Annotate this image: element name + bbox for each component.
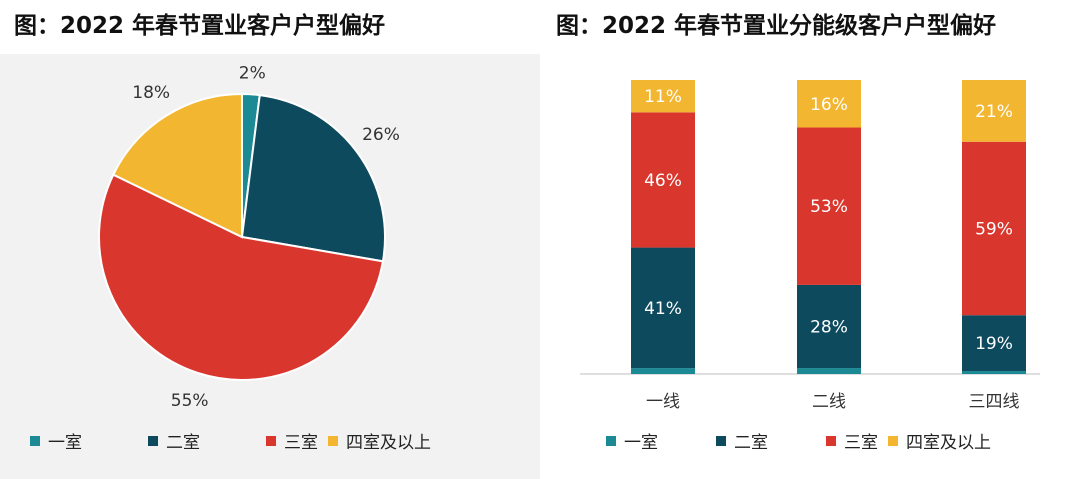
bar-legend-item-four-plus: 四室及以上 <box>888 428 991 453</box>
pie-legend-item-three-room: 三室 <box>266 428 318 453</box>
pie-chart-panel: 2% 26% 55% 18% 一室 二室 三室 四室及以上 <box>0 54 540 479</box>
bar-legend-label-two-room: 二室 <box>734 433 768 453</box>
bar-legend-label-four-plus: 四室及以上 <box>906 433 991 453</box>
bar-label-two-room-3: 19% <box>975 334 1013 354</box>
bar-segment-two-room-1 <box>631 247 695 369</box>
pie-label-one-room: 2% <box>239 63 266 83</box>
pie-label-two-room: 26% <box>362 125 400 145</box>
bar-segment-four-plus-3 <box>962 80 1026 142</box>
bar-legend-swatch-one-room <box>606 435 616 446</box>
bar-segment-three-room-1 <box>631 112 695 248</box>
pie-legend: 一室 二室 三室 四室及以上 <box>30 428 431 453</box>
bar-legend-swatch-three-room <box>826 435 836 446</box>
bar-label-three-room-3: 59% <box>975 219 1013 239</box>
pie-label-three-room: 55% <box>171 391 209 411</box>
pie-legend-label-two-room: 二室 <box>166 433 200 453</box>
bar-chart-title: 图：2022 年春节置业分能级客户户型偏好 <box>556 13 997 39</box>
pie-slice-two-room <box>240 93 386 263</box>
bar-legend-label-one-room: 一室 <box>624 433 658 453</box>
pie-legend-item-one-room: 一室 <box>30 428 82 453</box>
bar-label-four-plus-1: 11% <box>644 87 682 107</box>
bar-label-three-room-1: 46% <box>644 171 682 191</box>
bar-label-four-plus-3: 21% <box>975 102 1013 122</box>
bar-label-two-room-1: 41% <box>644 299 682 319</box>
bar-chart-panel: 41% 46% 11% 一线 28% 53% 16% 二线 19% 59% 21% 三四线 一室 二室… <box>540 54 1080 479</box>
pie-legend-item-four-plus: 四室及以上 <box>328 428 431 453</box>
x-tick-label-2: 二线 <box>812 392 846 412</box>
pie-legend-label-three-room: 三室 <box>284 433 318 453</box>
pie-slice-four-plus <box>111 92 243 239</box>
x-tick-label-3: 三四线 <box>969 392 1020 412</box>
bar-legend-item-one-room: 一室 <box>606 428 658 453</box>
pie-legend-item-two-room: 二室 <box>148 428 200 453</box>
pie-chart-title: 图：2022 年春节置业客户户型偏好 <box>14 13 386 39</box>
bar-label-three-room-2: 53% <box>810 197 848 217</box>
pie-slice-three-room <box>98 173 385 381</box>
bar-segment-one-room-2 <box>797 368 861 374</box>
pie-label-four-plus: 18% <box>132 83 170 103</box>
bar-segment-one-room-3 <box>962 371 1026 374</box>
bar-segment-one-room-1 <box>631 368 695 374</box>
bar-legend-swatch-four-plus <box>888 435 898 446</box>
bar-legend-label-three-room: 三室 <box>844 433 878 453</box>
bar-label-two-room-2: 28% <box>810 317 848 337</box>
bar-segment-two-room-3 <box>962 315 1026 372</box>
x-tick-label-1: 一线 <box>646 392 680 412</box>
stacked-bar-chart: 41% 46% 11% 一线 28% 53% 16% 二线 19% 59% 21% 三四线 <box>580 80 1040 412</box>
bar-legend: 一室 二室 三室 四室及以上 <box>606 428 991 453</box>
pie-legend-swatch-four-plus <box>328 435 338 446</box>
pie-legend-label-one-room: 一室 <box>48 433 82 453</box>
bar-legend-item-three-room: 三室 <box>826 428 878 453</box>
pie-legend-label-four-plus: 四室及以上 <box>346 433 431 453</box>
bar-segment-three-room-3 <box>962 141 1026 316</box>
bar-legend-item-two-room: 二室 <box>716 428 768 453</box>
bar-segment-three-room-2 <box>797 127 861 285</box>
pie-legend-swatch-three-room <box>266 435 276 446</box>
bar-label-four-plus-2: 16% <box>810 95 848 115</box>
pie-chart: 2% 26% 55% 18% <box>98 63 400 411</box>
bar-segment-four-plus-1 <box>631 80 695 113</box>
pie-legend-swatch-one-room <box>30 435 40 446</box>
bar-segment-two-room-2 <box>797 284 861 369</box>
bar-legend-swatch-two-room <box>716 435 726 446</box>
bar-segment-four-plus-2 <box>797 80 861 128</box>
pie-legend-swatch-two-room <box>148 435 158 446</box>
